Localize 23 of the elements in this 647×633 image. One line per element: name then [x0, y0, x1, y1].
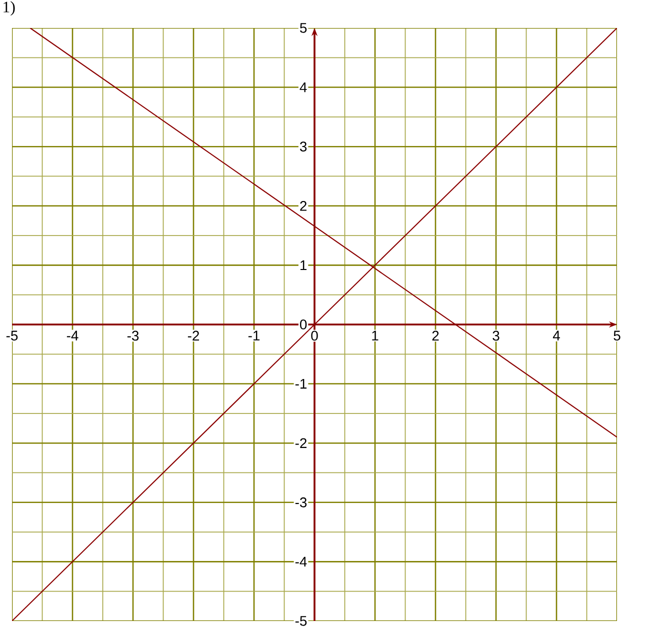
y-tick-label: 5 [300, 23, 307, 33]
text: 1) [4, 1, 15, 16]
x-tick-label: 5 [614, 330, 620, 341]
y-tick-label: 3 [300, 142, 307, 152]
y-tick-label: -4 [295, 556, 307, 566]
x-tick-label: 2 [432, 330, 439, 341]
y-tick-label: 4 [300, 82, 307, 92]
y-tick-label: 2 [300, 201, 307, 211]
x-tick-label: 1 [372, 330, 378, 340]
x-tick-label: 4 [552, 330, 560, 340]
x-tick-label: -4 [66, 330, 78, 340]
y-tick-label: -3 [295, 497, 307, 508]
y-tick-label: -1 [295, 378, 307, 389]
y-tick-label: 0 [300, 320, 307, 330]
x-tick-label: 3 [492, 330, 500, 341]
x-tick-label: 0 [311, 330, 318, 341]
x-tick-label: -1 [248, 330, 260, 340]
x-tick-label: -5 [6, 330, 18, 341]
y-tick-label: 1 [300, 260, 307, 270]
x-tick-label: -3 [127, 330, 139, 341]
x-tick-label: -2 [188, 330, 200, 341]
y-tick-label: -5 [295, 616, 307, 626]
y-tick-label: -2 [295, 438, 307, 448]
